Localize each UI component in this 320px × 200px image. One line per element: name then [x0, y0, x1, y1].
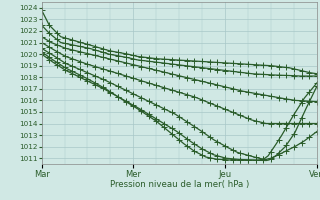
X-axis label: Pression niveau de la mer( hPa ): Pression niveau de la mer( hPa )	[109, 180, 249, 189]
